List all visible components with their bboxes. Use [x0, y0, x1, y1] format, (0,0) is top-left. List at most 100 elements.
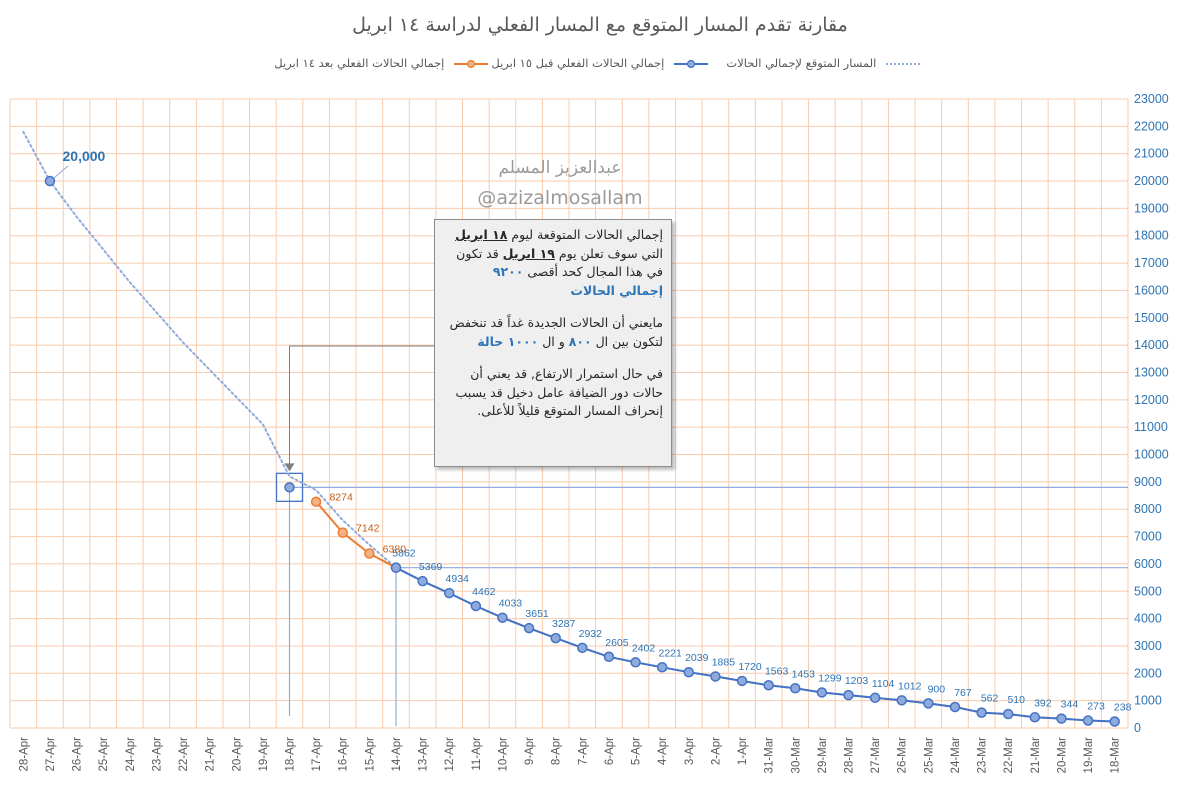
data-point: [843, 689, 854, 701]
data-point: [470, 600, 482, 612]
data-point: [949, 701, 961, 713]
y-tick-label: 10000: [1134, 448, 1169, 462]
y-tick-label: 18000: [1134, 229, 1169, 243]
data-label: 2039: [685, 652, 709, 664]
data-point: [44, 175, 56, 187]
data-point: [1002, 708, 1014, 720]
y-tick-label: 6000: [1134, 557, 1162, 571]
data-point: [550, 632, 561, 644]
x-tick-label: 24-Mar: [950, 737, 962, 774]
x-tick-label: 6-Apr: [604, 737, 616, 765]
legend-blue-marker-icon: [674, 59, 708, 68]
data-labels: 20,000 5862536949344462403336513287293226…: [53, 148, 1132, 713]
data-point: [337, 527, 348, 538]
y-tick-label: 1000: [1134, 694, 1162, 708]
annotation-date-19: ١٩ ابريل: [502, 245, 555, 261]
y-tick-label: 13000: [1134, 365, 1169, 379]
data-label-callout: 20,000: [63, 148, 106, 164]
data-label: 1299: [818, 672, 842, 684]
data-point: [577, 642, 588, 654]
x-tick-label: 31-Mar: [764, 737, 776, 774]
callout-leader-line: [53, 165, 69, 179]
x-tick-label: 11-Apr: [471, 737, 483, 771]
data-label: 2932: [579, 628, 603, 640]
annotation-text: و ال: [538, 333, 569, 349]
data-label: 344: [1061, 699, 1079, 711]
y-tick-label: 4000: [1134, 612, 1162, 626]
data-label: 767: [954, 687, 972, 699]
data-point: [310, 496, 322, 507]
x-tick-label: 21-Mar: [1030, 737, 1042, 774]
data-point: [923, 698, 934, 709]
data-label: 510: [1007, 694, 1025, 706]
x-tick-label: 20-Mar: [1056, 737, 1068, 774]
legend-dotted-line-icon: [886, 62, 920, 65]
x-tick-label: 28-Mar: [844, 737, 856, 774]
data-point: [736, 675, 748, 687]
x-tick-label: 3-Apr: [684, 737, 696, 765]
y-tick-label: 17000: [1134, 256, 1169, 270]
annotation-max-value: ٩٢٠٠: [492, 264, 524, 279]
x-tick-label: 15-Apr: [364, 737, 376, 772]
data-label: 1203: [845, 675, 869, 687]
x-tick-label: 16-Apr: [338, 737, 350, 772]
x-tick-label: 8-Apr: [551, 737, 563, 765]
y-tick-label: 12000: [1134, 393, 1169, 407]
y-tick-label: 0: [1134, 721, 1141, 735]
data-label: 4033: [499, 598, 523, 610]
data-label: 3287: [552, 618, 576, 630]
data-label: 6380: [383, 544, 407, 556]
x-tick-label: 23-Apr: [151, 737, 163, 772]
annotation-box: إجمالي الحالات المتوقعة ليوم ١٨ ابريل ال…: [434, 219, 672, 467]
x-tick-label: 23-Mar: [977, 737, 989, 774]
x-tick-label: 24-Apr: [125, 737, 137, 772]
x-tick-label: 5-Apr: [631, 737, 643, 765]
x-tick-label: 20-Apr: [231, 737, 243, 772]
annotation-leader-line: [289, 345, 434, 464]
x-tick-label: 1-Apr: [737, 737, 749, 765]
x-tick-label: 10-Apr: [497, 737, 509, 772]
y-tick-label: 11000: [1134, 420, 1168, 434]
x-tick-label: 18-Mar: [1110, 737, 1122, 774]
y-tick-label: 21000: [1134, 147, 1169, 161]
annotation-text: مايعني أن الحالات الجديدة غداً قد تنخفض …: [449, 315, 663, 349]
y-tick-label: 14000: [1134, 338, 1169, 352]
data-point: [790, 683, 801, 694]
data-point: [390, 562, 402, 573]
annotation-text: التي سوف تعلن يوم: [554, 245, 663, 261]
highlight-box: [275, 472, 304, 502]
x-tick-label: 25-Apr: [98, 737, 110, 772]
y-axis-labels: 0 1000 2000 3000 4000 5000 6000 7000 8000 9000 100…: [1134, 92, 1169, 735]
y-tick-label: 9000: [1134, 475, 1162, 489]
watermark-arabic-name: عبدالعزيز المسلم: [498, 158, 622, 178]
data-point: [284, 482, 295, 493]
x-tick-label: 27-Apr: [45, 737, 57, 772]
data-label: 2221: [658, 647, 682, 659]
data-point: [1082, 715, 1094, 726]
data-point: [1029, 712, 1041, 723]
x-tick-label: 29-Mar: [817, 737, 829, 774]
legend-label-actual-before: إجمالي الحالات الفعلي قبل ١٥ ابريل: [491, 56, 665, 70]
data-label: 2402: [632, 642, 656, 654]
data-point: [523, 622, 535, 634]
y-tick-label: 23000: [1134, 92, 1169, 106]
y-tick-label: 8000: [1134, 502, 1162, 516]
x-tick-label: 2-Apr: [710, 737, 722, 765]
series-actual-before: [44, 175, 1120, 727]
series-line: [395, 566, 1115, 723]
x-tick-label: 19-Mar: [1083, 737, 1095, 774]
data-point: [710, 671, 721, 682]
data-label: 1104: [872, 678, 895, 690]
data-label: 4462: [472, 586, 496, 598]
x-tick-label: 22-Apr: [178, 737, 190, 772]
x-tick-label: 17-Apr: [311, 737, 323, 772]
x-tick-label: 27-Mar: [870, 737, 882, 774]
legend-label-actual-after: إجمالي الحالات الفعلي بعد ١٤ ابريل: [274, 56, 445, 70]
data-point: [656, 662, 668, 673]
data-label: 273: [1087, 701, 1105, 713]
chart-title: مقارنة تقدم المسار المتوقع مع المسار الف…: [352, 14, 848, 36]
legend-label-projection: المسار المتوقع لإجمالي الحالات: [726, 56, 877, 70]
data-point: [364, 548, 375, 559]
x-tick-label: 22-Mar: [1003, 737, 1015, 774]
data-label: 238: [1114, 701, 1132, 713]
